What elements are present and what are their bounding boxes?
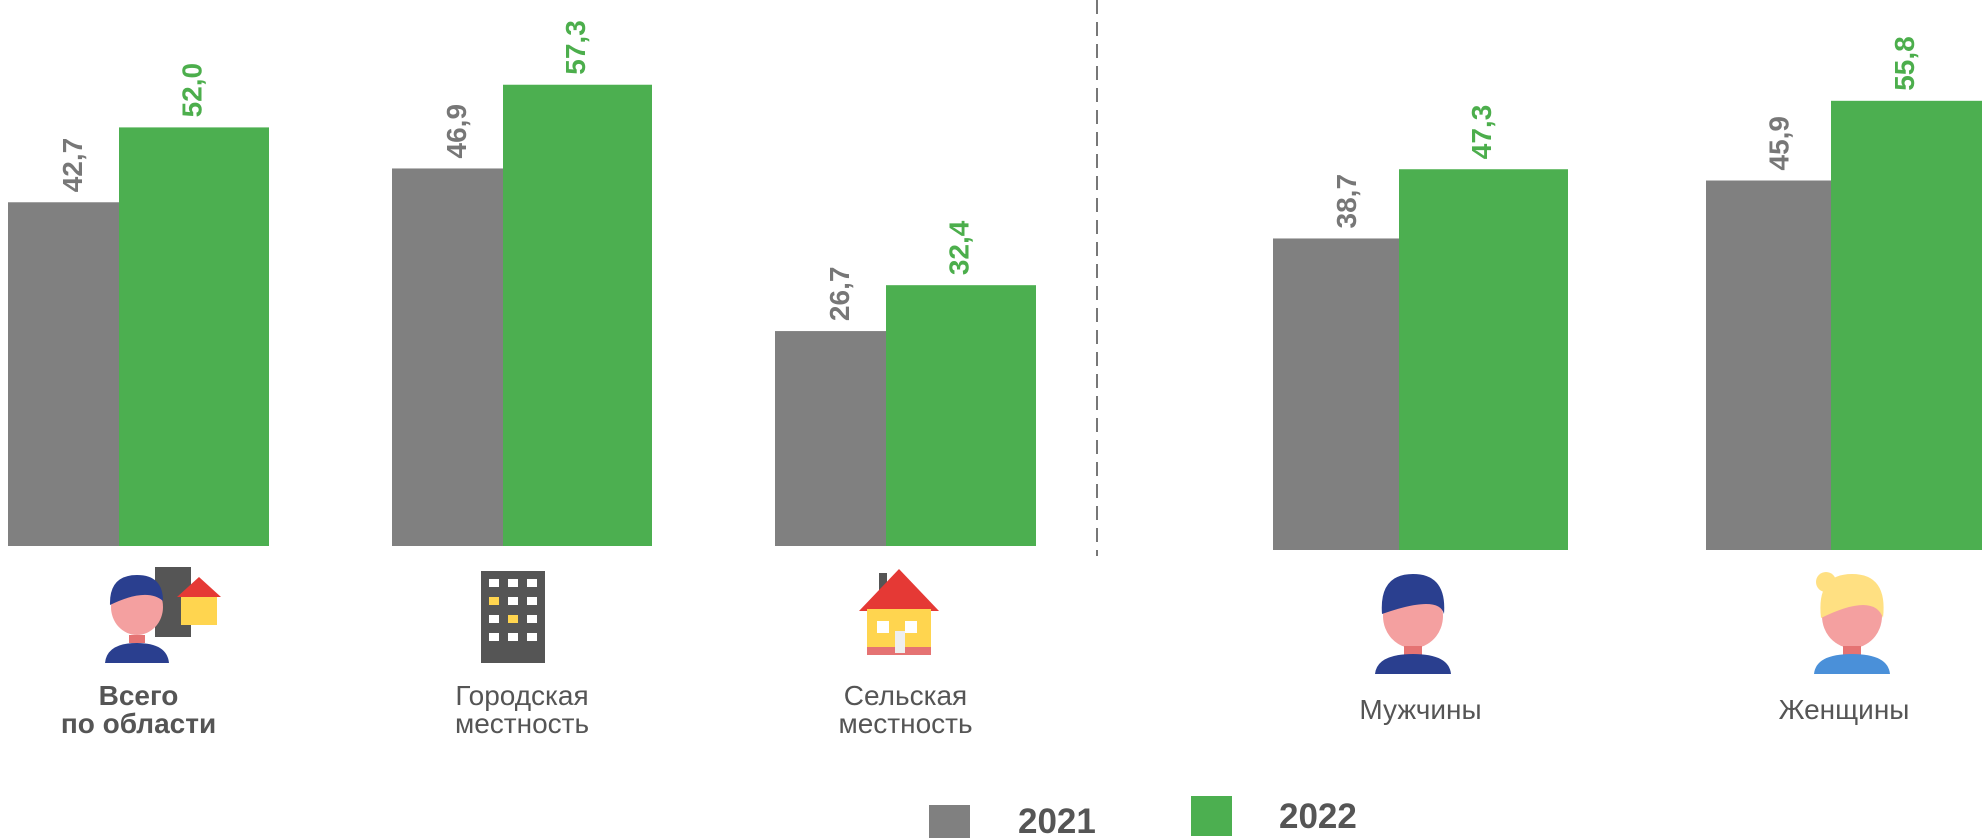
- category-label: Женщины: [1778, 694, 1910, 725]
- value-label: 47,3: [1466, 105, 1497, 160]
- bar: [1273, 238, 1399, 550]
- icon-all: [105, 567, 221, 663]
- bar: [503, 84, 652, 547]
- bar: [8, 202, 119, 546]
- value-label: 26,7: [824, 267, 855, 322]
- value-label: 55,8: [1889, 36, 1920, 91]
- bar: [1706, 180, 1831, 550]
- legend-swatch: [929, 805, 970, 838]
- legend-label: 2021: [1018, 802, 1096, 838]
- category-label: Городская местность: [454, 680, 590, 739]
- bar: [119, 127, 269, 547]
- value-label: 38,7: [1331, 174, 1362, 229]
- value-label: 57,3: [560, 20, 591, 75]
- icon-woman: [1814, 572, 1890, 674]
- value-label: 46,9: [441, 104, 472, 158]
- value-label: 45,9: [1763, 116, 1794, 171]
- icon-village: [859, 569, 939, 655]
- bar: [392, 168, 503, 546]
- bar: [1831, 100, 1982, 550]
- legend-swatch: [1191, 796, 1232, 836]
- value-label: 52,0: [176, 63, 207, 118]
- bar: [1399, 169, 1568, 551]
- bar: [775, 331, 886, 546]
- value-label: 32,4: [943, 220, 974, 275]
- value-label: 42,7: [57, 138, 88, 193]
- legend-label: 2022: [1279, 797, 1357, 836]
- category-label: Всего по области: [60, 680, 217, 739]
- icon-city: [481, 571, 545, 663]
- bar: [886, 285, 1036, 546]
- icon-man: [1375, 574, 1451, 674]
- category-label: Сельская местность: [838, 680, 973, 739]
- category-label: Мужчины: [1359, 694, 1482, 725]
